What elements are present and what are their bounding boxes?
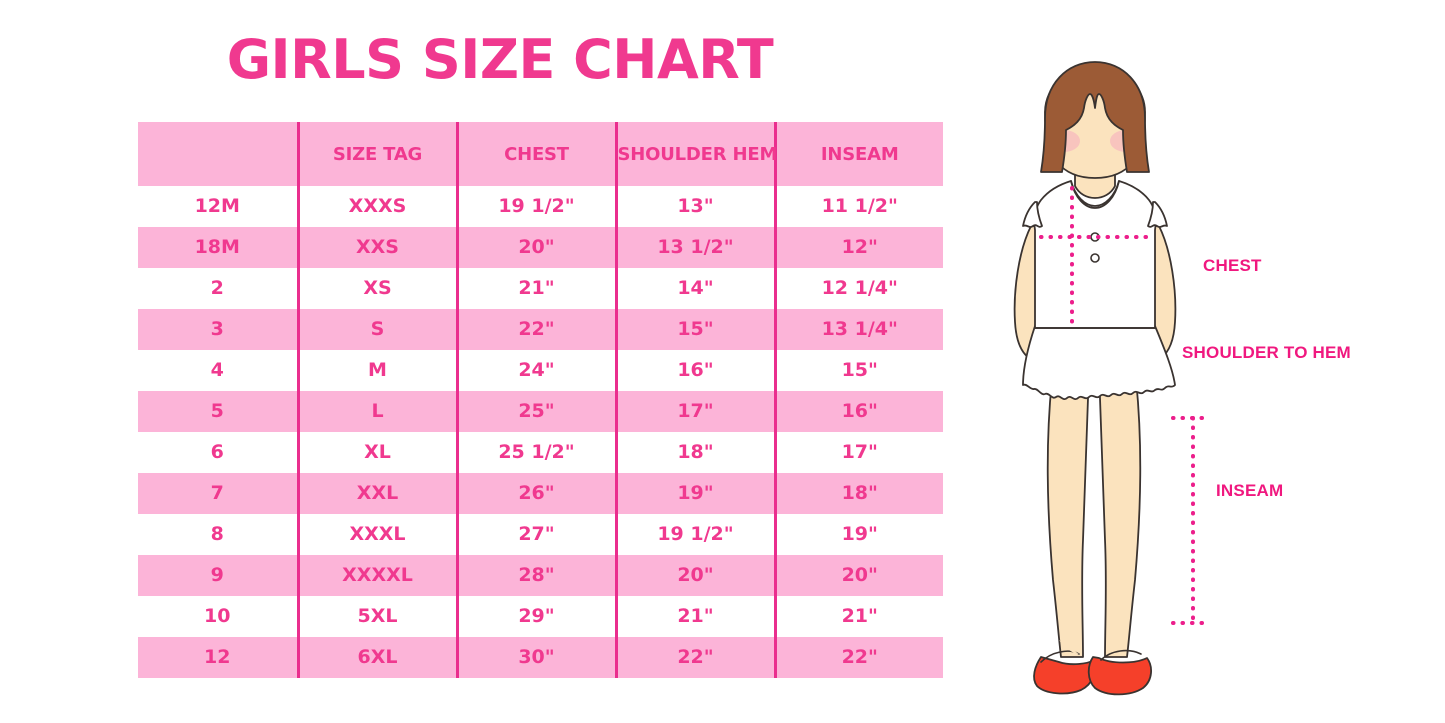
cell-size: 10 [138, 596, 298, 637]
column-header-size-tag: SIZE TAG [296, 122, 457, 186]
cell-inseam: 22" [773, 637, 943, 678]
cell-inseam: 18" [773, 473, 943, 514]
cell-chest: 29" [455, 596, 616, 637]
column-header-size [138, 122, 298, 186]
inseam-bracket [1171, 416, 1209, 625]
cell-inseam: 15" [773, 350, 943, 391]
cell-size: 5 [138, 391, 298, 432]
table-row: 9 XXXXL 28" 20" 20" [138, 555, 943, 596]
callout-label-shoulder-to-hem: SHOULDER TO HEM [1182, 343, 1351, 362]
cell-shoulder: 21" [614, 596, 775, 637]
cell-chest: 28" [455, 555, 616, 596]
cell-inseam: 12" [773, 227, 943, 268]
cell-size: 2 [138, 268, 298, 309]
table-header-row: SIZE TAG CHEST SHOULDER HEM INSEAM [138, 122, 943, 186]
table-row: 12 6XL 30" 22" 22" [138, 637, 943, 678]
cell-shoulder: 15" [614, 309, 775, 350]
cell-size-tag: XXXL [296, 514, 457, 555]
cell-size-tag: XS [296, 268, 457, 309]
cell-size: 6 [138, 432, 298, 473]
cell-chest: 30" [455, 637, 616, 678]
cell-size-tag: 6XL [296, 637, 457, 678]
column-header-inseam: INSEAM [773, 122, 943, 186]
cell-shoulder: 13" [614, 186, 775, 227]
cell-shoulder: 20" [614, 555, 775, 596]
cell-size-tag: XXL [296, 473, 457, 514]
top-shape [1022, 180, 1168, 329]
cell-size-tag: XXXS [296, 186, 457, 227]
table-body: 12M XXXS 19 1/2" 13" 11 1/2" 18M XXS 20"… [138, 186, 943, 678]
cell-chest: 21" [455, 268, 616, 309]
cell-chest: 24" [455, 350, 616, 391]
callout-label-chest: CHEST [1203, 256, 1262, 275]
cell-size-tag: M [296, 350, 457, 391]
table-row: 5 L 25" 17" 16" [138, 391, 943, 432]
table-row: 4 M 24" 16" 15" [138, 350, 943, 391]
cell-chest: 27" [455, 514, 616, 555]
cell-size: 3 [138, 309, 298, 350]
cell-shoulder: 14" [614, 268, 775, 309]
cell-inseam: 17" [773, 432, 943, 473]
table-row: 8 XXXL 27" 19 1/2" 19" [138, 514, 943, 555]
cell-shoulder: 18" [614, 432, 775, 473]
cell-size-tag: S [296, 309, 457, 350]
cell-inseam: 20" [773, 555, 943, 596]
cell-chest: 26" [455, 473, 616, 514]
table-row: 7 XXL 26" 19" 18" [138, 473, 943, 514]
cell-shoulder: 19 1/2" [614, 514, 775, 555]
measurement-guides [1039, 186, 1153, 332]
cell-shoulder: 17" [614, 391, 775, 432]
girl-figure-illustration [975, 40, 1225, 700]
cell-size-tag: L [296, 391, 457, 432]
table-row: 12M XXXS 19 1/2" 13" 11 1/2" [138, 186, 943, 227]
table-row: 6 XL 25 1/2" 18" 17" [138, 432, 943, 473]
cell-size: 8 [138, 514, 298, 555]
legs-shape [1046, 369, 1142, 658]
skirt-shape [1022, 325, 1176, 401]
table-header: SIZE TAG CHEST SHOULDER HEM INSEAM [138, 122, 943, 186]
cell-shoulder: 13 1/2" [614, 227, 775, 268]
cell-size: 18M [138, 227, 298, 268]
column-header-shoulder: SHOULDER HEM [614, 122, 777, 186]
cell-inseam: 13 1/4" [773, 309, 943, 350]
cell-chest: 25 1/2" [455, 432, 616, 473]
table-row: 2 XS 21" 14" 12 1/4" [138, 268, 943, 309]
shoes-shape [1033, 640, 1152, 696]
cell-size: 7 [138, 473, 298, 514]
cell-chest: 19 1/2" [455, 186, 616, 227]
column-header-chest: CHEST [455, 122, 616, 186]
cell-size: 4 [138, 350, 298, 391]
table-row: 10 5XL 29" 21" 21" [138, 596, 943, 637]
cell-inseam: 11 1/2" [773, 186, 943, 227]
cell-size: 12 [138, 637, 298, 678]
callout-label-inseam: INSEAM [1216, 481, 1284, 500]
cell-inseam: 16" [773, 391, 943, 432]
cell-inseam: 19" [773, 514, 943, 555]
cell-chest: 20" [455, 227, 616, 268]
table-row: 18M XXS 20" 13 1/2" 12" [138, 227, 943, 268]
size-chart-table: SIZE TAG CHEST SHOULDER HEM INSEAM 12M X… [138, 122, 943, 678]
cell-size-tag: 5XL [296, 596, 457, 637]
cell-size-tag: XXXXL [296, 555, 457, 596]
cell-shoulder: 22" [614, 637, 775, 678]
button-icon [1090, 253, 1100, 263]
table-row: 3 S 22" 15" 13 1/4" [138, 309, 943, 350]
cell-shoulder: 19" [614, 473, 775, 514]
cell-size-tag: XL [296, 432, 457, 473]
cell-chest: 22" [455, 309, 616, 350]
hair-shape [1040, 61, 1150, 173]
cell-size: 12M [138, 186, 298, 227]
cell-size-tag: XXS [296, 227, 457, 268]
cell-inseam: 21" [773, 596, 943, 637]
cell-size: 9 [138, 555, 298, 596]
cell-inseam: 12 1/4" [773, 268, 943, 309]
cell-chest: 25" [455, 391, 616, 432]
cell-shoulder: 16" [614, 350, 775, 391]
page-title: GIRLS SIZE CHART [226, 28, 774, 91]
